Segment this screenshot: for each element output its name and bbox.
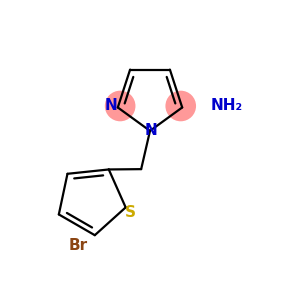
Circle shape	[165, 91, 196, 121]
Text: S: S	[124, 205, 136, 220]
Text: N: N	[145, 123, 157, 138]
Circle shape	[105, 91, 136, 121]
Text: Br: Br	[69, 238, 88, 253]
Text: N: N	[105, 98, 118, 113]
Text: NH₂: NH₂	[210, 98, 242, 113]
